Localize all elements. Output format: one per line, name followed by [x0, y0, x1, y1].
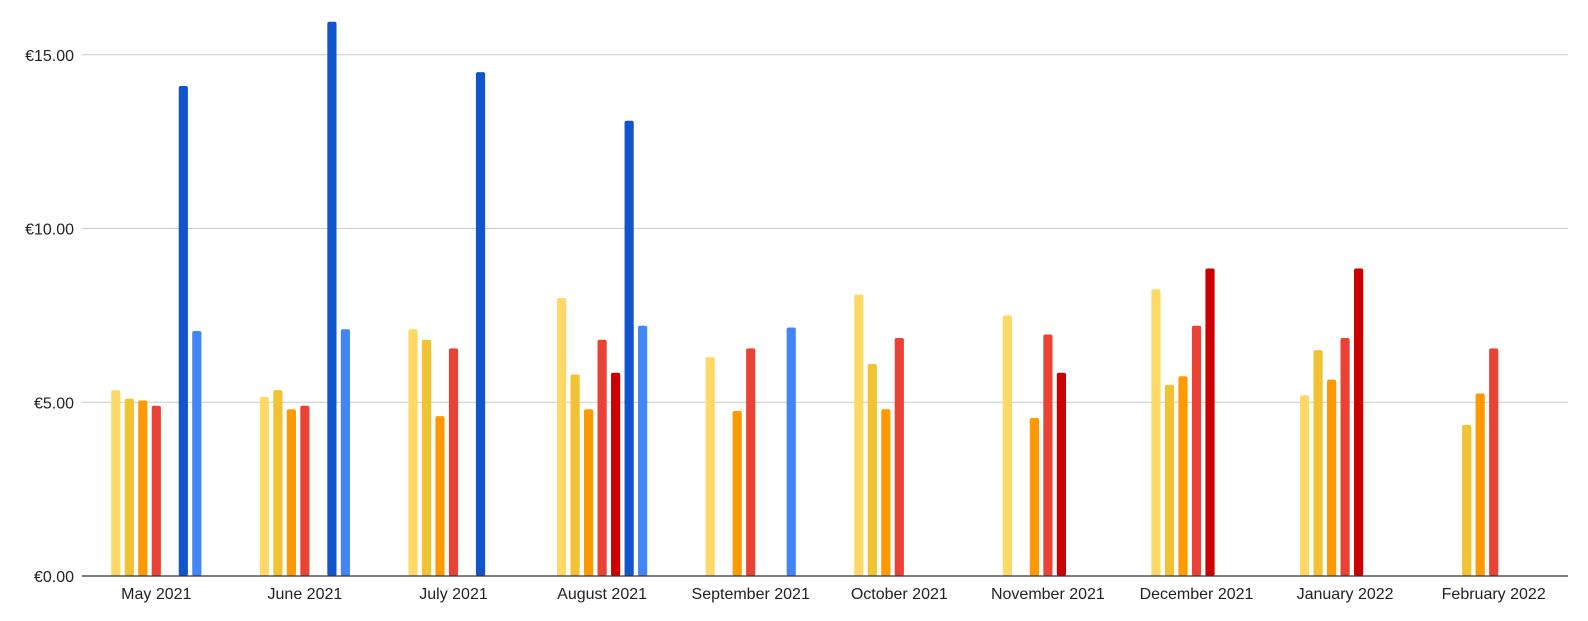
- bar: [1002, 315, 1012, 577]
- y-tick-label: €0.00: [34, 569, 74, 586]
- x-category-label: February 2022: [1442, 586, 1546, 603]
- x-axis-category-labels: May 2021 June 2021 July 2021 August 2021 Sep…: [121, 586, 1546, 603]
- x-category-label: September 2021: [692, 586, 810, 603]
- bar: [1151, 289, 1161, 576]
- bar: [732, 410, 742, 576]
- y-tick-label: €10.00: [25, 222, 74, 239]
- bar: [1029, 417, 1039, 576]
- bar: [746, 348, 756, 576]
- bar: [421, 339, 432, 576]
- y-axis-tick-labels: €0.00 €5.00 €10.00 €15.00: [25, 48, 74, 586]
- y-tick-label: €5.00: [34, 395, 74, 412]
- bar: [570, 374, 580, 576]
- bar: [178, 86, 188, 576]
- x-category-label: November 2021: [991, 586, 1105, 603]
- bar: [111, 390, 121, 576]
- bar: [1043, 334, 1053, 576]
- bar: [408, 329, 418, 576]
- y-tick-label: €15.00: [25, 48, 74, 65]
- bar: [1299, 395, 1310, 576]
- bar: [584, 409, 594, 576]
- bar: [894, 337, 904, 576]
- x-category-label: October 2021: [851, 586, 948, 603]
- bar: [435, 416, 445, 576]
- bar: [597, 339, 607, 576]
- bar: [286, 409, 296, 576]
- bar: [611, 372, 621, 576]
- bar: [340, 329, 351, 576]
- x-category-label: June 2021: [268, 586, 343, 603]
- bar: [881, 409, 891, 576]
- bar: [1462, 424, 1472, 576]
- bars: [111, 21, 1499, 577]
- bar: [705, 357, 715, 576]
- bar: [1056, 372, 1067, 576]
- x-category-label: August 2021: [557, 586, 647, 603]
- bar: [1178, 376, 1188, 576]
- bar: [475, 72, 486, 577]
- bar: [1205, 268, 1215, 576]
- bar: [300, 405, 310, 576]
- bar: [138, 400, 148, 576]
- bar: [556, 298, 567, 576]
- bar: [867, 364, 877, 576]
- bar: [624, 120, 634, 576]
- bar: [1191, 325, 1202, 576]
- bar: [638, 325, 648, 576]
- bar: [1354, 268, 1364, 576]
- bar: [1340, 337, 1350, 576]
- bar: [192, 331, 202, 576]
- x-category-label: May 2021: [121, 586, 191, 603]
- bar: [327, 21, 337, 577]
- bar: [259, 397, 269, 576]
- bar: [1327, 379, 1337, 576]
- bar: [1489, 348, 1499, 576]
- bar: [273, 390, 283, 576]
- bar: [151, 405, 161, 576]
- x-category-label: December 2021: [1140, 586, 1254, 603]
- bar: [124, 398, 134, 576]
- x-category-label: July 2021: [419, 586, 488, 603]
- bar: [854, 294, 864, 576]
- bar: [786, 327, 796, 576]
- bar: [1313, 350, 1323, 577]
- x-category-label: January 2022: [1297, 586, 1394, 603]
- bar: [448, 348, 459, 576]
- bar: [1164, 384, 1175, 577]
- bar: [1475, 393, 1485, 576]
